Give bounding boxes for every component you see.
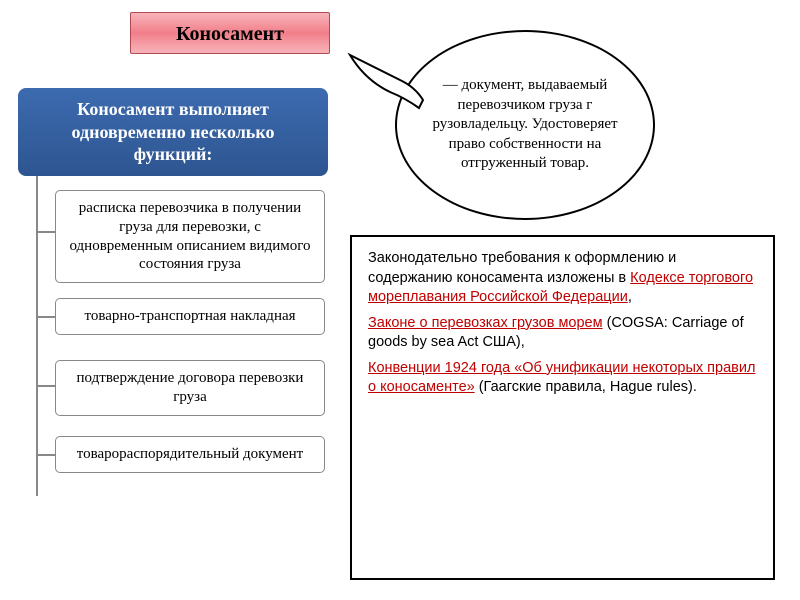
function-text: расписка перевозчика в получении груза д… bbox=[69, 200, 310, 272]
legal-link[interactable]: Законе о перевозках грузов морем bbox=[368, 315, 603, 331]
legal-paragraph: Конвенции 1924 года «Об унификации некот… bbox=[368, 359, 757, 398]
function-item: товарно-транспортная накладная bbox=[55, 298, 325, 335]
speech-bubble-text: — документ, выдаваемый перевозчиком груз… bbox=[427, 76, 623, 174]
function-text: товарно-транспортная накладная bbox=[84, 308, 295, 324]
tree-connector-horizontal bbox=[36, 231, 55, 233]
speech-bubble: — документ, выдаваемый перевозчиком груз… bbox=[395, 30, 655, 220]
legal-text: , bbox=[628, 289, 632, 305]
function-text: товарораспорядительный документ bbox=[77, 446, 303, 462]
speech-bubble-tail-icon bbox=[345, 50, 425, 120]
tree-connector-vertical bbox=[36, 176, 38, 496]
title-box: Коносамент bbox=[130, 12, 330, 54]
function-item: расписка перевозчика в получении груза д… bbox=[55, 190, 325, 283]
functions-header-text: Коносамент выполняет одновременно нескол… bbox=[38, 98, 308, 166]
function-item: товарораспорядительный документ bbox=[55, 436, 325, 473]
function-text: подтверждение договора перевозки груза bbox=[77, 370, 304, 405]
legal-text: (Гаагские правила, Hague rules). bbox=[475, 379, 697, 395]
function-item: подтверждение договора перевозки груза bbox=[55, 360, 325, 416]
tree-connector-horizontal bbox=[36, 385, 55, 387]
legal-paragraph: Законодательно требования к оформлению и… bbox=[368, 249, 757, 308]
legal-paragraph: Законе о перевозках грузов морем (COGSA:… bbox=[368, 314, 757, 353]
legal-panel: Законодательно требования к оформлению и… bbox=[350, 235, 775, 580]
functions-header: Коносамент выполняет одновременно нескол… bbox=[18, 88, 328, 176]
tree-connector-horizontal bbox=[36, 316, 55, 318]
tree-connector-horizontal bbox=[36, 454, 55, 456]
title-text: Коносамент bbox=[176, 23, 284, 45]
